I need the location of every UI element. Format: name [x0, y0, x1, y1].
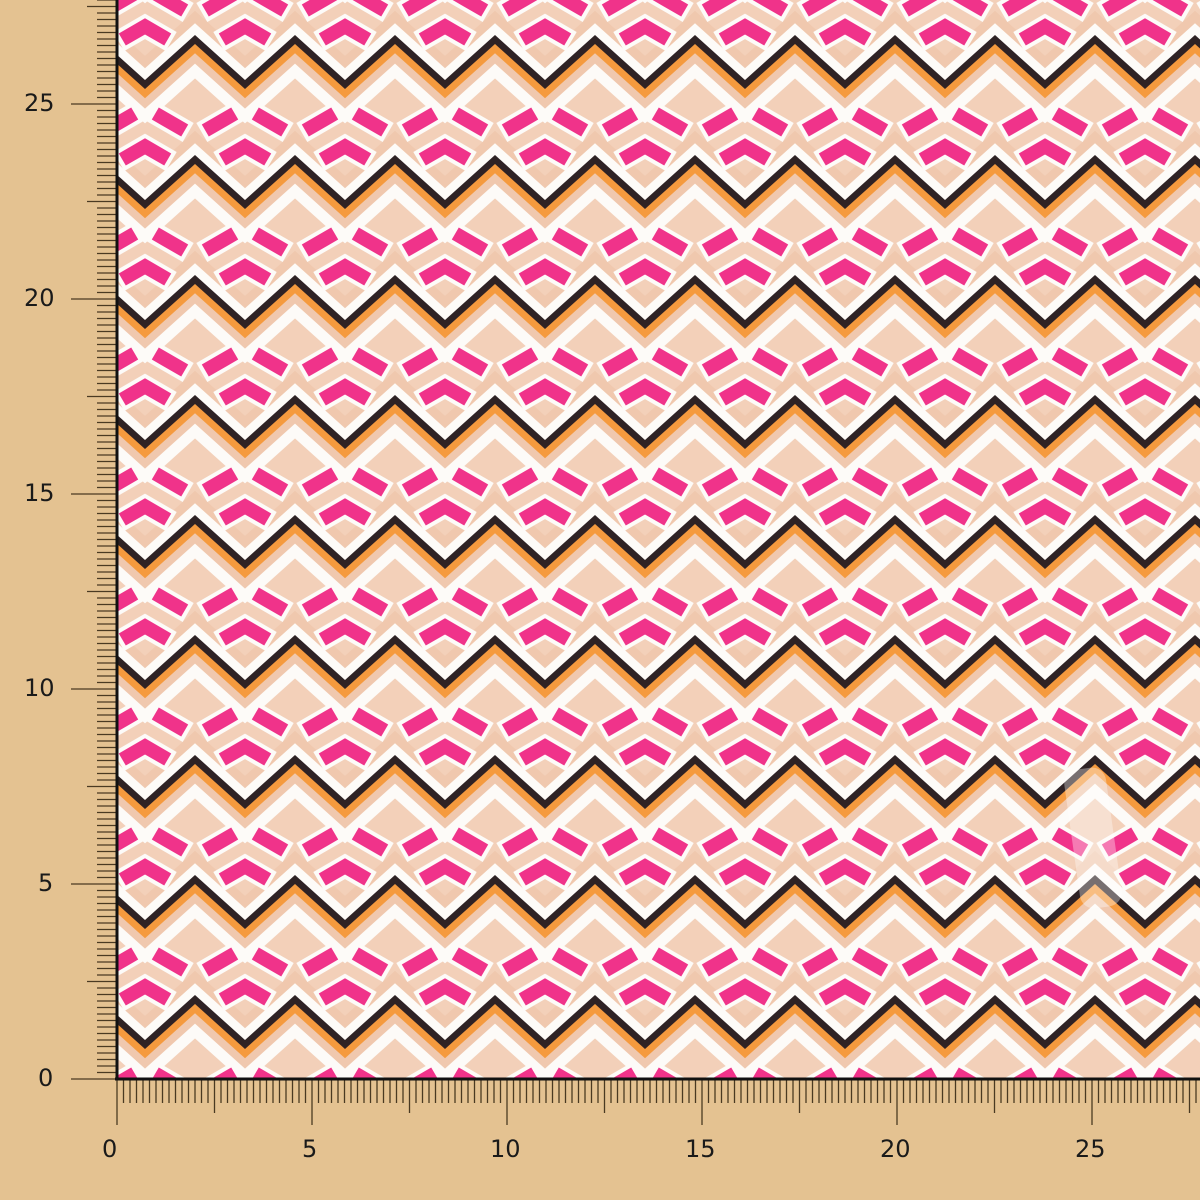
- x-label-25: 25: [1075, 1135, 1106, 1163]
- fabric-swatch: [117, 0, 1200, 1078]
- y-label-5: 5: [38, 869, 54, 897]
- y-label-10: 10: [24, 674, 55, 702]
- y-label-25: 25: [24, 89, 55, 117]
- vertical-ruler-ticks: [71, 0, 117, 1080]
- x-label-15: 15: [685, 1135, 716, 1163]
- x-label-10: 10: [490, 1135, 521, 1163]
- fabric-pattern: [117, 0, 1200, 1078]
- y-label-0: 0: [38, 1064, 54, 1092]
- y-label-20: 20: [24, 284, 55, 312]
- x-label-5: 5: [302, 1135, 318, 1163]
- x-label-20: 20: [880, 1135, 911, 1163]
- x-label-0: 0: [102, 1135, 118, 1163]
- horizontal-ruler-ticks: [116, 1079, 1197, 1125]
- y-label-15: 15: [24, 479, 55, 507]
